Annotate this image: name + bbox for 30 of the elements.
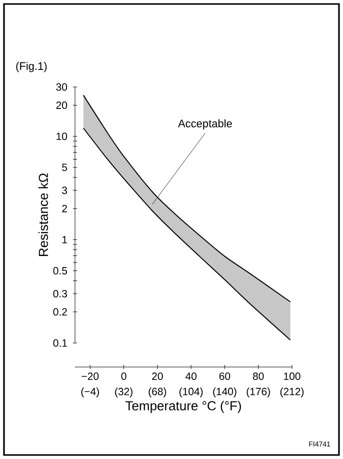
x-axis-title: Temperature °C (°F)	[126, 400, 241, 413]
x-tick-label: 20	[152, 372, 163, 380]
x2-tick-label: (176)	[246, 388, 270, 398]
x2-tick-label: (140)	[213, 388, 236, 398]
y-tick-label: 1	[62, 236, 67, 244]
x-tick-label: 80	[252, 372, 264, 380]
line-series	[82, 94, 291, 302]
y-tick-label: 10	[56, 132, 68, 140]
x2-tick-label: (212)	[280, 388, 304, 398]
y-tick-label: 30	[56, 83, 68, 91]
x2-tick-label: (−4)	[81, 388, 99, 398]
x-tick-label: 60	[219, 372, 230, 380]
x-tick-label: −20	[82, 372, 99, 380]
x2-tick-label: (68)	[148, 388, 166, 398]
x-tick-label: 40	[185, 372, 196, 380]
y-tick-label: 0.5	[53, 267, 68, 274]
x-tick-label: 0	[121, 372, 126, 380]
y-tick-label: 0.1	[53, 339, 67, 347]
x2-tick-label: (32)	[115, 388, 132, 398]
x2-tick-label: (104)	[179, 388, 203, 398]
y-tick-label: 2	[62, 204, 67, 212]
y-tick-label: 0.2	[53, 308, 67, 316]
y-tick-label: 5	[62, 164, 68, 172]
chart-title: (Fig.1)	[16, 62, 47, 72]
y-axis-title: Resistance kΩ	[38, 174, 48, 256]
annotation: Acceptable	[178, 119, 232, 130]
y-tick-label: 0.3	[53, 290, 68, 298]
y-tick-label: 3	[62, 186, 68, 194]
y-tick-label: 20	[56, 101, 68, 109]
x-tick-label: 100	[284, 372, 300, 380]
